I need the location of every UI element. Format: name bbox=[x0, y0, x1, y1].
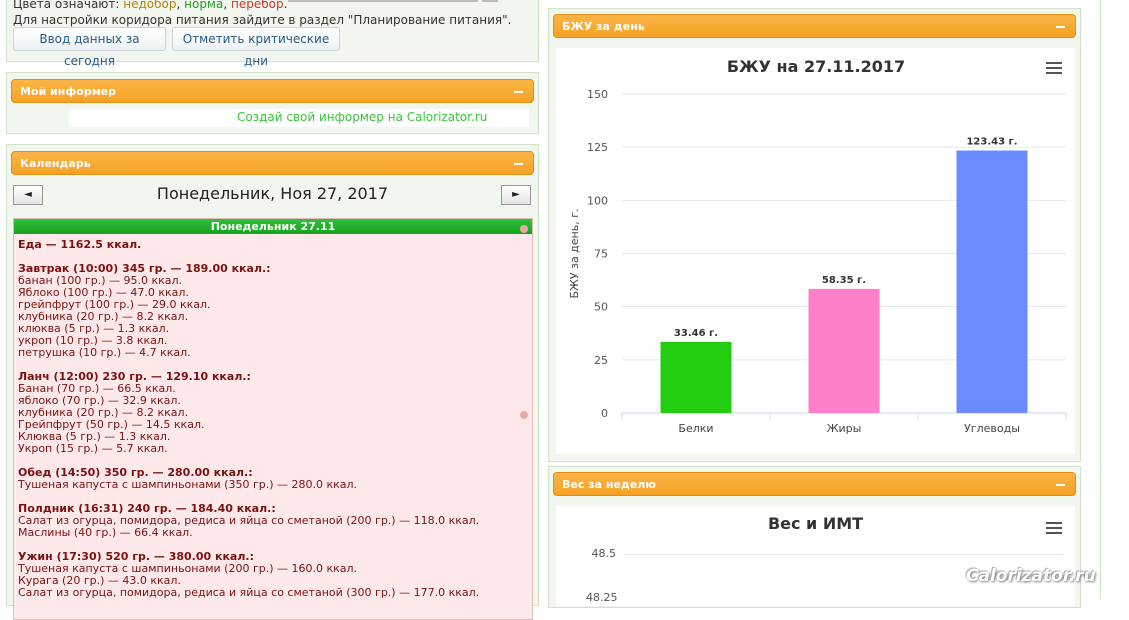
legend-line: Цвета означают: недобор, норма, перебор. bbox=[13, 0, 287, 11]
informer-panel: Мой информер Создай свой информер на Cal… bbox=[6, 72, 539, 134]
y-tick-label: 100 bbox=[587, 194, 608, 207]
food-entry: Салат из огурца, помидора, редиса и яйца… bbox=[18, 586, 480, 599]
prev-day-button[interactable]: ◄ bbox=[13, 185, 43, 205]
data-label: 58.35 г. bbox=[822, 275, 866, 286]
weight-title: Вес за неделю bbox=[562, 478, 656, 491]
y-tick-label: 125 bbox=[587, 141, 608, 154]
right-divider bbox=[1100, 0, 1101, 599]
informer-title: Мой информер bbox=[20, 85, 117, 98]
top-scroll-fragment bbox=[288, 0, 478, 2]
weight-ytick: 48.25 bbox=[586, 591, 618, 604]
mark-critical-days-button[interactable]: Отметить критические дни bbox=[172, 27, 340, 68]
food-entry: Укроп (15 гр.) — 5.7 ккал. bbox=[18, 442, 168, 455]
bar-1 bbox=[660, 341, 732, 413]
bju-title: БЖУ за день bbox=[562, 20, 645, 33]
collapse-icon[interactable] bbox=[1056, 26, 1065, 28]
legend-under: недобор bbox=[123, 0, 177, 11]
food-entry: укроп (10 гр.) — 3.8 ккал. bbox=[18, 334, 168, 347]
food-entry: Ужин (17:30) 520 гр. — 380.00 ккал.: bbox=[18, 550, 254, 563]
hand-icon[interactable] bbox=[520, 225, 528, 233]
create-informer-link[interactable]: Создай свой информер на Calorizator.ru bbox=[237, 110, 488, 124]
collapse-icon[interactable] bbox=[514, 91, 523, 93]
bar-3 bbox=[956, 150, 1028, 413]
calendar-title: Календарь bbox=[20, 157, 91, 170]
weight-panel: Вес за неделю Вес и ИМТ 48.5 48.25 bbox=[548, 466, 1081, 608]
food-entry: клубника (20 гр.) — 8.2 ккал. bbox=[18, 406, 189, 419]
bju-header[interactable]: БЖУ за день bbox=[553, 14, 1076, 38]
corridor-hint: Для настройки коридора питания зайдите в… bbox=[13, 13, 512, 27]
hand-icon[interactable] bbox=[520, 411, 528, 419]
food-entry: Тушеная капуста с шампиньонами (200 гр.)… bbox=[18, 562, 358, 575]
food-entry: Клюква (5 гр.) — 1.3 ккал. bbox=[18, 430, 171, 443]
informer-header[interactable]: Мой информер bbox=[11, 79, 534, 103]
food-entry: грейпфрут (100 гр.) — 29.0 ккал. bbox=[18, 298, 211, 311]
weight-header[interactable]: Вес за неделю bbox=[553, 472, 1076, 496]
chart-menu-icon[interactable] bbox=[1046, 62, 1062, 74]
food-entry: Яблоко (100 гр.) — 47.0 ккал. bbox=[18, 286, 189, 299]
food-entry: Ланч (12:00) 230 гр. — 129.10 ккал.: bbox=[18, 370, 251, 383]
enter-today-button[interactable]: Ввод данных за сегодня bbox=[13, 27, 166, 68]
food-entry: Салат из огурца, помидора, редиса и яйца… bbox=[18, 514, 480, 527]
food-entry: банан (100 гр.) — 95.0 ккал. bbox=[18, 274, 183, 287]
data-label: 123.43 г. bbox=[966, 137, 1017, 148]
bju-panel: БЖУ за день БЖУ на 27.11.2017 0 25 50 75 100 1… bbox=[548, 8, 1081, 462]
collapse-icon[interactable] bbox=[1056, 484, 1065, 486]
food-entry: Обед (14:50) 350 гр. — 280.00 ккал.: bbox=[18, 466, 253, 479]
informer-area: Создай свой информер на Calorizator.ru bbox=[69, 109, 529, 127]
y-tick-label: 0 bbox=[601, 407, 608, 420]
x-tick-label: Жиры bbox=[827, 422, 862, 435]
food-entry: петрушка (10 гр.) — 4.7 ккал. bbox=[18, 346, 191, 359]
food-entry: Грейпфрут (50 гр.) — 14.5 ккал. bbox=[18, 418, 205, 431]
chart-title: БЖУ на 27.11.2017 bbox=[727, 57, 905, 76]
x-tick-label: Углеводы bbox=[964, 422, 1020, 435]
legend-prefix: Цвета означают: bbox=[13, 0, 124, 11]
calendar-header[interactable]: Календарь bbox=[11, 151, 534, 175]
calendar-date-title: Понедельник, Ноя 27, 2017 bbox=[156, 184, 389, 203]
food-entry: Курага (20 гр.) — 43.0 ккал. bbox=[18, 574, 181, 587]
y-tick-label: 75 bbox=[594, 248, 608, 261]
bju-chart-box: БЖУ на 27.11.2017 0 25 50 75 100 125 150 БЖУ за … bbox=[556, 48, 1075, 454]
weight-gridline bbox=[624, 554, 1063, 555]
food-entry: клюква (5 гр.) — 1.3 ккал. bbox=[18, 322, 170, 335]
watermark: Calorizator.ru bbox=[966, 566, 1096, 586]
next-day-button[interactable]: ► bbox=[501, 185, 531, 205]
day-header: Понедельник 27.11 bbox=[14, 219, 532, 234]
bju-chart: БЖУ на 27.11.2017 0 25 50 75 100 125 150 БЖУ за … bbox=[568, 57, 1067, 435]
weight-chart-box: Вес и ИМТ 48.5 48.25 bbox=[556, 506, 1075, 606]
data-label: 33.46 г. bbox=[674, 328, 718, 339]
y-tick-label: 50 bbox=[594, 301, 608, 314]
y-tick-label: 25 bbox=[594, 354, 608, 367]
bar-2 bbox=[808, 288, 880, 413]
weight-chart-title: Вес и ИМТ bbox=[767, 514, 864, 533]
food-entry: Полдник (16:31) 240 гр. — 184.40 ккал.: bbox=[18, 502, 276, 515]
food-entry: Банан (70 гр.) — 66.5 ккал. bbox=[18, 382, 176, 395]
food-entry: Маслины (40 гр.) — 66.4 ккал. bbox=[18, 526, 193, 539]
food-entry: яблоко (70 гр.) — 32.9 ккал. bbox=[18, 394, 181, 407]
calendar-panel: Календарь ◄ Понедельник, Ноя 27, 2017 ► … bbox=[6, 144, 539, 620]
legend-norm: норма bbox=[184, 0, 224, 11]
food-entry: Еда — 1162.5 ккал. bbox=[18, 238, 142, 251]
collapse-icon[interactable] bbox=[514, 163, 523, 165]
food-entry: клубника (20 гр.) — 8.2 ккал. bbox=[18, 310, 189, 323]
top-scroll-fragment bbox=[482, 0, 498, 2]
y-axis-label: БЖУ за день, г. bbox=[568, 209, 581, 299]
day-card: Понедельник 27.11 Еда — 1162.5 ккал. Завт… bbox=[13, 218, 533, 620]
y-tick-label: 150 bbox=[587, 88, 608, 101]
food-entry: Завтрак (10:00) 345 гр. — 189.00 ккал.: bbox=[18, 262, 271, 275]
legend-over: перебор bbox=[230, 0, 284, 11]
intro-panel: Цвета означают: недобор, норма, перебор.… bbox=[6, 0, 539, 68]
food-entry: Тушеная капуста с шампиньонами (350 гр.)… bbox=[18, 478, 358, 491]
chart-menu-icon[interactable] bbox=[1046, 522, 1062, 534]
x-tick-label: Белки bbox=[678, 422, 713, 435]
weight-ytick: 48.5 bbox=[591, 547, 617, 560]
